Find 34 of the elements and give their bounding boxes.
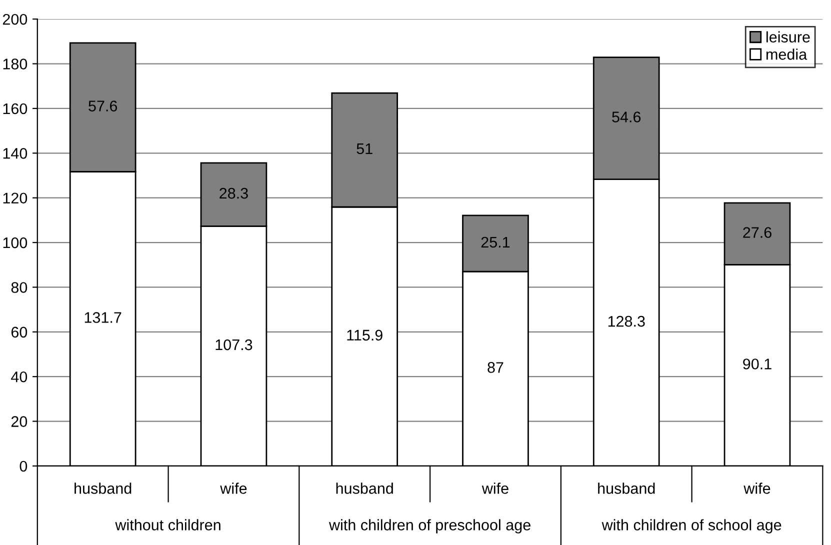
legend-label: media [766, 48, 808, 60]
data-label: 131.7 [84, 312, 122, 323]
y-tick-label: 20 [11, 416, 28, 427]
y-tick-label: 80 [11, 282, 28, 293]
y-tick-label: 180 [3, 58, 28, 70]
x-tick-label: wife [744, 482, 770, 494]
data-label: 107.3 [216, 339, 252, 350]
data-label: 87 [488, 362, 504, 373]
data-label: 115.9 [347, 330, 382, 341]
x-tick-label: husband [598, 482, 655, 494]
y-tick-label: 100 [3, 237, 28, 248]
text: with children of preschool age [328, 519, 530, 534]
y-tick-label: 140 [3, 148, 28, 159]
legend-label: leisure [766, 31, 810, 43]
y-tick-label: 200 [2, 14, 28, 25]
y-tick-label: 160 [3, 103, 28, 114]
data-label: 51 [356, 143, 372, 154]
x-tick-label: wife [482, 482, 508, 494]
data-label: 25.1 [481, 236, 510, 248]
y-tick-label: 40 [11, 371, 28, 382]
x-tick-label: wife [220, 482, 247, 494]
y-tick-label: 60 [11, 326, 28, 338]
data-label: 57.6 [88, 100, 118, 112]
x-tick-label: husband [336, 482, 393, 494]
data-label: 54.6 [612, 112, 641, 122]
data-label: 27.6 [743, 227, 772, 238]
data-label: 90.1 [743, 358, 772, 370]
data-label: 128.3 [608, 316, 645, 327]
data-label: 28.3 [220, 188, 248, 199]
x-tick-label: husband [74, 482, 132, 494]
text: with children of school age [602, 519, 782, 534]
y-tick-label: 0 [20, 460, 28, 472]
text: without children [115, 519, 220, 530]
y-tick-label: 120 [3, 192, 28, 204]
